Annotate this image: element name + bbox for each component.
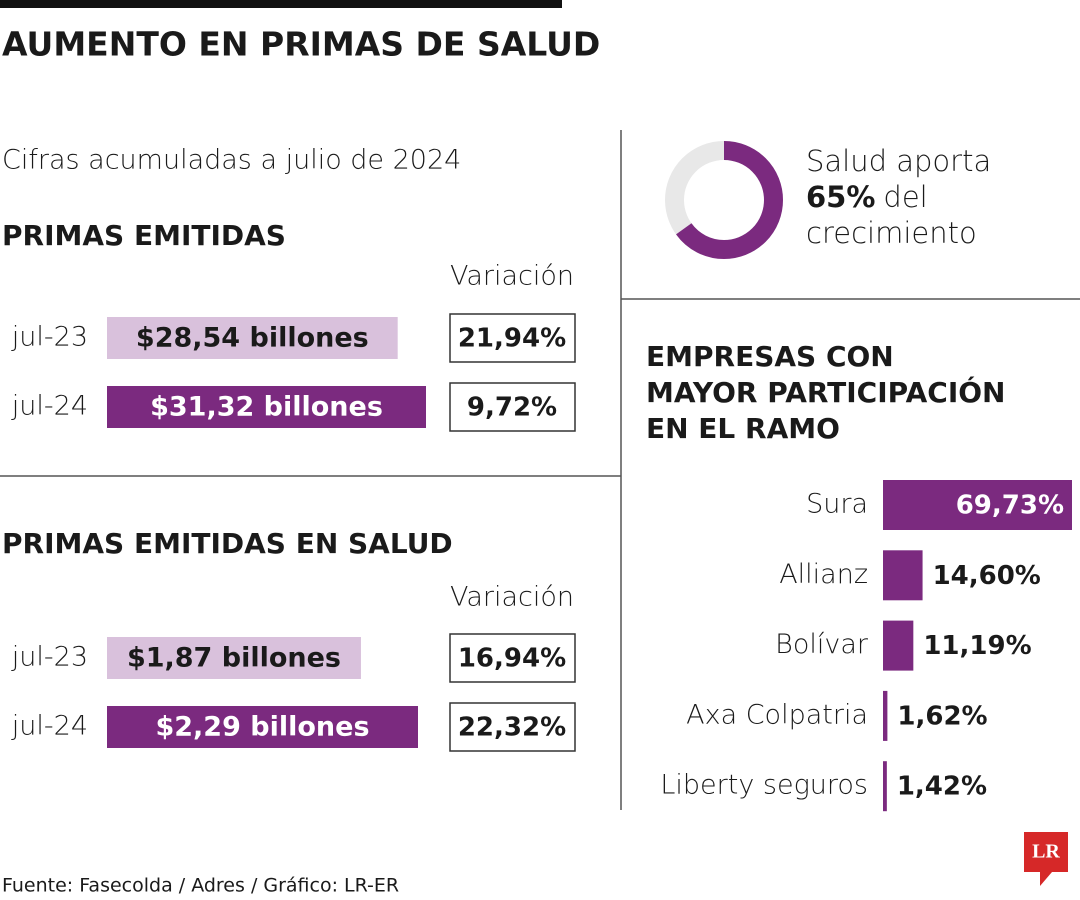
caption: del [883,180,927,214]
top-rule [0,0,562,8]
variation-box [449,313,576,363]
category-label: Allianz [779,559,868,590]
bar [883,620,914,671]
bar [883,690,888,741]
section-title: EN EL RAMO [646,412,840,445]
section-title: PRIMAS EMITIDAS [2,219,286,252]
variation-label: 22,32% [458,713,566,743]
value-label: $2,29 billones [155,712,369,743]
caption: Salud aporta [806,144,991,178]
category-label: Liberty seguros [660,770,868,801]
variation-label: 16,94% [458,644,566,674]
variation-box [449,382,576,432]
bar [883,550,923,601]
caption: crecimiento [806,216,977,250]
value-label: $28,54 billones [136,323,369,354]
source: Fuente: Fasecolda / Adres / Gráfico: LR-… [2,875,399,897]
category-label: jul-24 [11,711,88,742]
bar [883,480,1072,530]
bar [107,317,398,359]
category-label: Bolívar [775,629,869,660]
variation-header: Variación [450,582,574,613]
category-label: Sura [806,489,868,520]
bar [107,386,426,428]
value-label: 14,60% [933,561,1041,591]
variation-box [449,702,576,752]
category-label: jul-23 [11,322,88,353]
section-title: PRIMAS EMITIDAS EN SALUD [2,527,453,560]
category-label: jul-23 [11,642,88,673]
value-label: $31,32 billones [150,392,383,423]
bar [883,761,887,812]
variation-label: 9,72% [467,393,557,423]
logo: LR [1032,841,1060,863]
section-title: EMPRESAS CON [646,340,894,373]
value-label: 1,42% [897,772,987,802]
donut-slice [665,141,783,259]
value-label: 69,73% [956,491,1064,521]
category-label: Axa Colpatria [686,699,868,730]
variation-header: Variación [450,261,574,292]
subtitle: Cifras acumuladas a julio de 2024 [2,145,461,176]
value-label: 11,19% [923,631,1031,661]
variation-label: 21,94% [458,324,566,354]
value-label: $1,87 billones [127,643,341,674]
value-label: 65% [806,180,875,214]
variation-box [449,633,576,683]
section-title: MAYOR PARTICIPACIÓN [646,375,1005,409]
title: AUMENTO EN PRIMAS DE SALUD [2,25,600,64]
logo-badge [1024,832,1068,886]
value-label: 1,62% [897,701,987,731]
bar [107,637,361,679]
bar [107,706,418,748]
category-label: jul-24 [11,391,88,422]
